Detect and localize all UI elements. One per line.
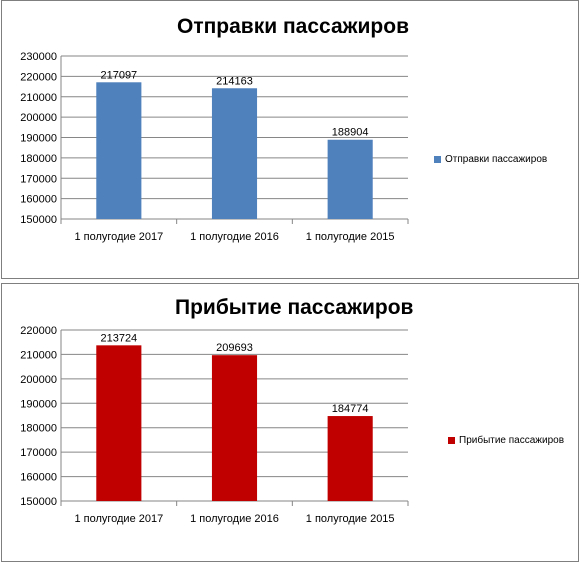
chart-departures: 150000 160000 170000 180000 190000 200000 2100… [1, 0, 579, 279]
x-tick-label: 1 полугодие 2017 [74, 231, 163, 243]
chart-departures-legend: Отправки пассажиров [434, 154, 547, 165]
bar [96, 345, 142, 501]
data-label: 217097 [100, 69, 137, 81]
x-tick-label: 1 полугодие 2016 [190, 513, 279, 525]
y-tick-label: 200000 [20, 112, 57, 124]
legend-label: Отправки пассажиров [445, 154, 548, 165]
y-tick-label: 160000 [20, 194, 57, 206]
chart-departures-title: Отправки пассажиров [177, 15, 409, 38]
y-tick-label: 230000 [20, 51, 57, 63]
y-tick-label: 150000 [20, 214, 57, 226]
chart-arrivals-plot: 150000 160000 170000 180000 190000 200000 2100… [20, 325, 409, 525]
bar [327, 416, 373, 501]
data-label: 209693 [216, 342, 253, 354]
y-tick-label: 180000 [20, 423, 57, 435]
data-label: 184774 [332, 403, 369, 415]
y-tick-label: 190000 [20, 133, 57, 145]
y-tick-label: 190000 [20, 398, 57, 410]
bar [211, 355, 258, 501]
legend-swatch [434, 156, 441, 163]
y-tick-label: 220000 [20, 71, 57, 83]
y-tick-label: 170000 [20, 447, 57, 459]
x-tick-label: 1 полугодие 2015 [306, 231, 395, 243]
chart-arrivals: 150000 160000 170000 180000 190000 200000 2100… [1, 283, 579, 562]
x-tick-label: 1 полугодие 2016 [190, 231, 279, 243]
chart-departures-plot: 150000 160000 170000 180000 190000 200000 2100… [20, 51, 409, 243]
y-tick-label: 200000 [20, 374, 57, 386]
legend-swatch [448, 437, 455, 444]
bar [211, 88, 258, 220]
y-tick-label: 170000 [20, 173, 57, 185]
y-tick-label: 160000 [20, 472, 57, 484]
bar [327, 139, 373, 219]
y-tick-label: 180000 [20, 153, 57, 165]
data-label: 188904 [332, 127, 369, 139]
data-label: 214163 [216, 75, 253, 87]
chart-arrivals-title: Прибытие пассажиров [175, 296, 414, 319]
x-tick-label: 1 полугодие 2017 [74, 513, 163, 525]
y-tick-label: 210000 [20, 92, 57, 104]
legend-label: Прибытие пассажиров [459, 435, 565, 446]
x-tick-label: 1 полугодие 2015 [306, 513, 395, 525]
data-label: 213724 [100, 332, 137, 344]
y-tick-label: 210000 [20, 349, 57, 361]
bar [96, 82, 142, 220]
y-tick-label: 220000 [20, 325, 57, 337]
chart-arrivals-legend: Прибытие пассажиров [448, 435, 564, 446]
y-tick-label: 150000 [20, 496, 57, 508]
